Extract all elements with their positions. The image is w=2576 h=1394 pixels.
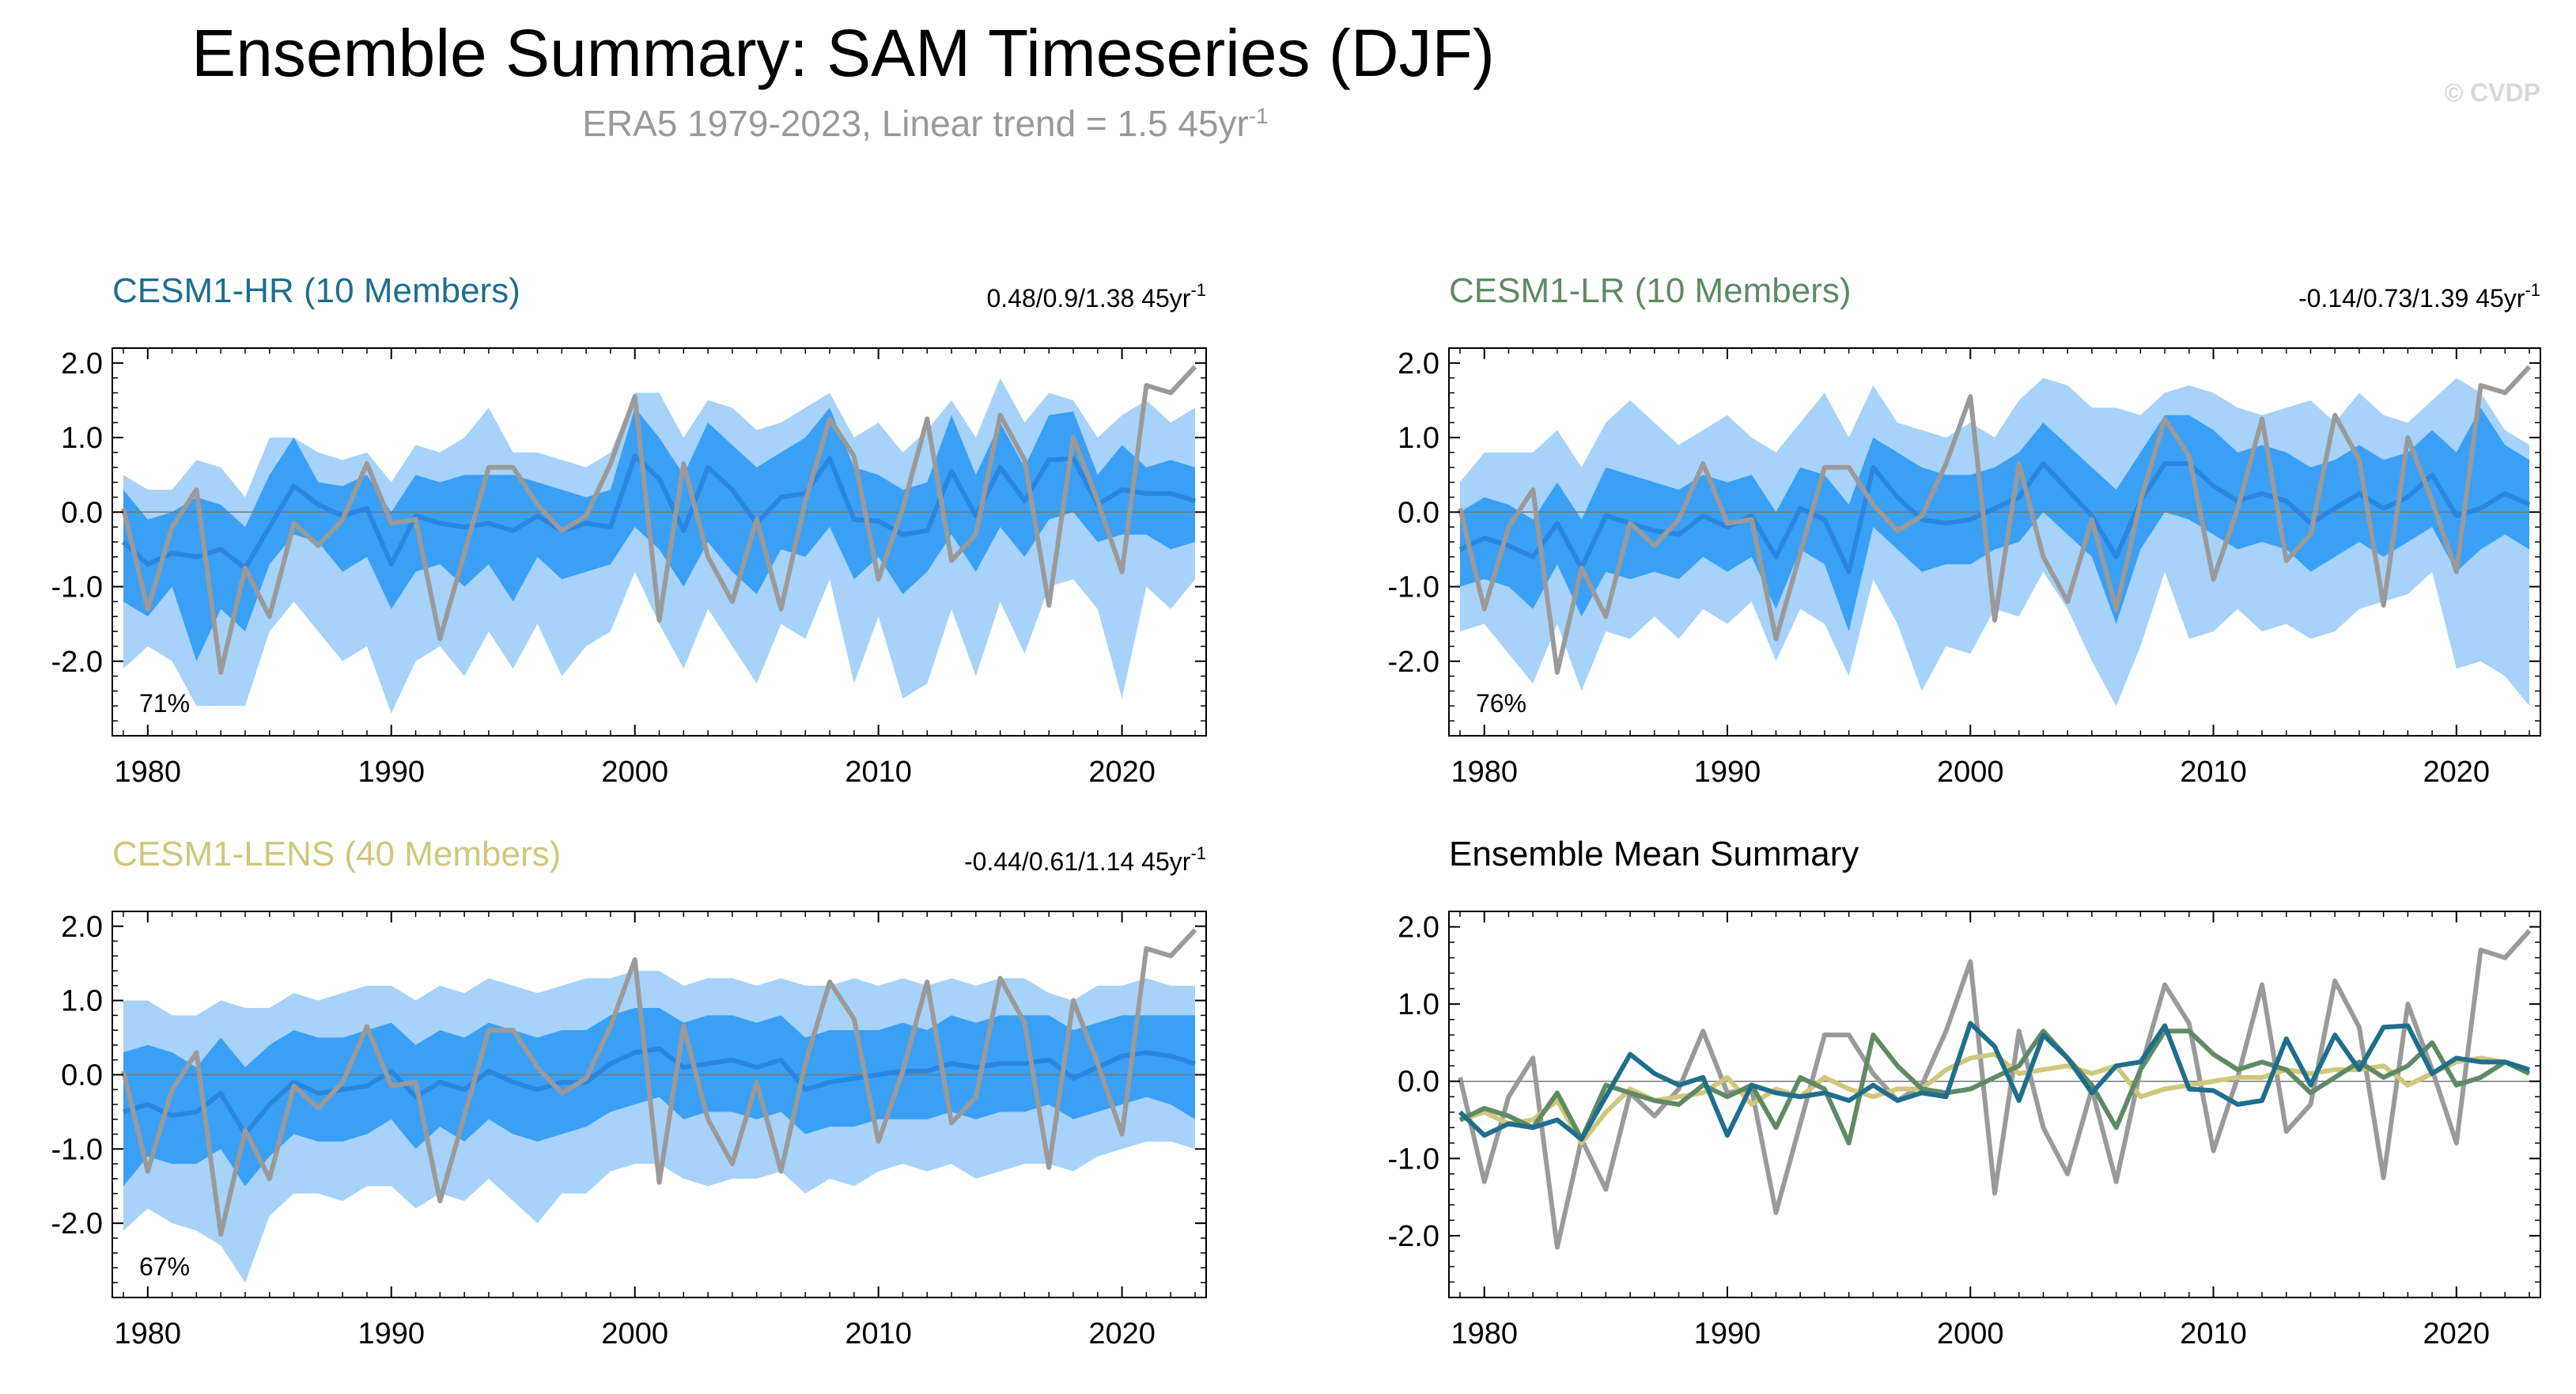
x-tick-label: 1980 [115, 1317, 182, 1350]
subtitle-text: ERA5 1979-2023, Linear trend = 1.5 45yr [582, 103, 1249, 144]
panel-title: CESM1-HR (10 Members) [112, 271, 520, 310]
plot-area [1449, 929, 2540, 1250]
panel-trend: 0.48/0.9/1.38 45yr-1 [986, 280, 1206, 313]
x-tick-label: 2010 [2180, 756, 2247, 789]
trend-value: 0.48/0.9/1.38 [986, 284, 1134, 313]
panel-summary: Ensemble Mean Summary -2.0 -1.0 0.0 1.0 2.0 1… [1388, 835, 2541, 1350]
iqr-band [123, 407, 1195, 661]
era5-line [1458, 365, 2532, 675]
y-tick-label: 0.0 [61, 496, 103, 529]
series-line-cesm1-lr [1458, 1028, 2531, 1146]
trend-unit: 45yr [1141, 847, 1191, 876]
percent-label: 76% [1476, 689, 1526, 718]
x-tick-label: 2020 [1088, 756, 1156, 789]
x-tick-label: 1990 [1694, 1317, 1761, 1350]
axes: -2.0 -1.0 0.0 1.0 2.0 1980 1990 2000 2010 2020 [1388, 911, 2541, 1350]
x-tick-label: 2000 [1937, 1317, 2004, 1350]
x-tick-label: 2000 [601, 756, 668, 789]
axes: -2.0 -1.0 0.0 1.0 2.0 1980 1990 2000 2010 2020 [1388, 347, 2541, 789]
panel-title: Ensemble Mean Summary [1449, 835, 1859, 873]
x-tick-label: 1990 [1694, 756, 1761, 789]
y-tick-label: 0.0 [61, 1059, 103, 1092]
panel-trend: -0.44/0.61/1.14 45yr-1 [964, 843, 1206, 876]
y-tick-label: -1.0 [51, 571, 103, 604]
watermark: © CVDP [2445, 78, 2540, 107]
trend-unit-sup: -1 [1190, 843, 1206, 863]
y-tick-label: 2.0 [61, 911, 103, 944]
x-tick-label: 2020 [2423, 1317, 2491, 1350]
series-line-cesm1-hr [1458, 1021, 2530, 1142]
plot-area [112, 365, 1206, 714]
x-tick-label: 1990 [357, 756, 425, 789]
panel-lr: CESM1-LR (10 Members) -0.14/0.73/1.39 45… [1388, 271, 2541, 789]
y-tick-label: -1.0 [1388, 571, 1439, 604]
x-tick-label: 2010 [845, 1317, 912, 1350]
era5-line [121, 928, 1197, 1237]
y-tick-label: -1.0 [51, 1133, 103, 1166]
y-tick-label: 2.0 [61, 347, 103, 381]
panel-trend: -0.14/0.73/1.39 45yr-1 [2298, 280, 2540, 313]
x-tick-label: 2020 [1088, 1317, 1156, 1350]
y-tick-label: 2.0 [1398, 347, 1439, 381]
panel-lens: CESM1-LENS (40 Members) -0.44/0.61/1.14 … [51, 835, 1207, 1350]
panel-title: CESM1-LR (10 Members) [1449, 271, 1852, 310]
iqr-band [123, 1008, 1195, 1187]
x-tick-label: 2020 [2423, 756, 2491, 789]
series-line-era5 [1458, 929, 2532, 1250]
y-tick-label: 1.0 [61, 422, 103, 455]
x-tick-label: 2010 [2180, 1317, 2247, 1350]
y-tick-label: 1.0 [1398, 422, 1439, 455]
y-tick-label: -2.0 [1388, 646, 1439, 679]
percent-label: 67% [139, 1252, 190, 1281]
ensemble-mean-line [1458, 461, 2531, 574]
y-tick-label: 1.0 [1398, 988, 1439, 1021]
panel-title: CESM1-LENS (40 Members) [112, 835, 561, 873]
subtitle-sup: -1 [1249, 104, 1269, 128]
x-tick-label: 1980 [1451, 756, 1518, 789]
trend-unit: 45yr [1141, 284, 1191, 313]
panel-hr: CESM1-HR (10 Members) 0.48/0.9/1.38 45yr… [51, 271, 1207, 789]
x-tick-label: 2000 [1937, 756, 2004, 789]
y-tick-label: 0.0 [1398, 496, 1439, 529]
y-tick-label: 0.0 [1398, 1066, 1439, 1099]
y-tick-label: 2.0 [1398, 911, 1439, 945]
plot-area [112, 928, 1206, 1283]
trend-unit: 45yr [2476, 284, 2525, 313]
x-tick-label: 2000 [601, 1317, 668, 1350]
x-tick-label: 1980 [115, 756, 182, 789]
trend-unit-sup: -1 [1190, 280, 1206, 300]
x-tick-label: 2010 [845, 756, 912, 789]
trend-unit-sup: -1 [2525, 280, 2540, 300]
axes: -2.0 -1.0 0.0 1.0 2.0 1980 1990 2000 2010 2020 [51, 347, 1207, 789]
percent-label: 71% [139, 689, 190, 718]
y-tick-label: -2.0 [1388, 1220, 1439, 1253]
x-tick-label: 1990 [357, 1317, 425, 1350]
ensemble-mean-line [123, 1046, 1196, 1137]
y-tick-label: -2.0 [51, 646, 103, 679]
plot-area [1449, 365, 2540, 706]
trend-value: -0.44/0.61/1.14 [964, 847, 1134, 876]
y-tick-label: 1.0 [61, 985, 103, 1018]
figure-subtitle: ERA5 1979-2023, Linear trend = 1.5 45yr-… [582, 103, 1269, 144]
figure-title: Ensemble Summary: SAM Timeseries (DJF) [191, 16, 1495, 90]
ensemble-mean-line [121, 453, 1196, 570]
y-tick-label: -2.0 [51, 1207, 103, 1241]
iqr-band [1460, 407, 2529, 632]
era5-line [121, 365, 1197, 675]
trend-value: -0.14/0.73/1.39 [2298, 284, 2468, 313]
axes: -2.0 -1.0 0.0 1.0 2.0 1980 1990 2000 2010 2020 [51, 911, 1207, 1350]
x-tick-label: 1980 [1451, 1317, 1518, 1350]
y-tick-label: -1.0 [1388, 1142, 1439, 1176]
